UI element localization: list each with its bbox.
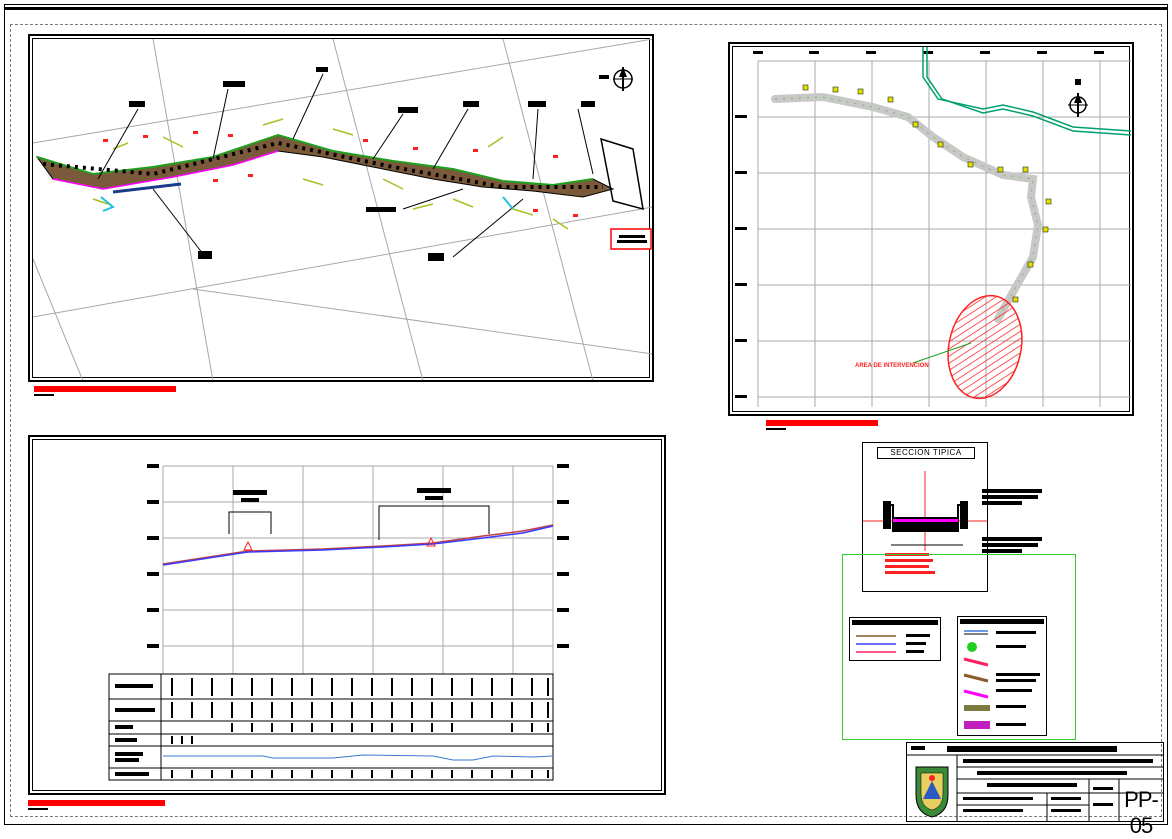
sheet-top-rule bbox=[4, 7, 1168, 10]
municipal-seal-icon bbox=[915, 766, 949, 818]
location-map-viewport[interactable]: AREA DE INTERVENCION bbox=[728, 42, 1134, 416]
plan-scale-note bbox=[34, 394, 54, 396]
legend-symbols[interactable] bbox=[957, 616, 1047, 736]
north-arrow-icon bbox=[599, 67, 633, 91]
location-map-drawing: AREA DE INTERVENCION bbox=[735, 47, 1132, 407]
intervention-zone bbox=[947, 294, 1023, 400]
typical-section-callouts bbox=[982, 489, 1042, 553]
plan-drawing bbox=[33, 39, 652, 380]
typical-section-title-frame bbox=[877, 447, 975, 459]
plan-viewport[interactable] bbox=[28, 34, 654, 382]
typical-section-title: SECCION TIPICA bbox=[890, 448, 962, 457]
sheet-frame bbox=[4, 4, 1168, 825]
profile-title-bar bbox=[28, 800, 165, 806]
sheet-code: PP-05 bbox=[1124, 787, 1159, 838]
legend-lines[interactable] bbox=[849, 617, 941, 661]
profile-drawing bbox=[108, 464, 569, 781]
profile-viewport[interactable] bbox=[28, 435, 666, 795]
sheet-border-dashed bbox=[10, 24, 1162, 817]
typical-section-box[interactable]: SECCION TIPICA bbox=[862, 442, 988, 592]
profile-scale-note bbox=[28, 808, 48, 810]
legend-area bbox=[842, 554, 1076, 740]
north-arrow-icon bbox=[1068, 79, 1088, 117]
location-map-title-bar bbox=[766, 420, 878, 426]
location-map-scale-note bbox=[766, 428, 786, 430]
title-block: PP-05 bbox=[906, 742, 1164, 838]
plan-title-bar bbox=[34, 386, 176, 392]
profile-band-ticks bbox=[171, 678, 549, 778]
typical-section-drawing bbox=[863, 471, 987, 574]
intervention-zone-label: AREA DE INTERVENCION bbox=[855, 363, 929, 369]
